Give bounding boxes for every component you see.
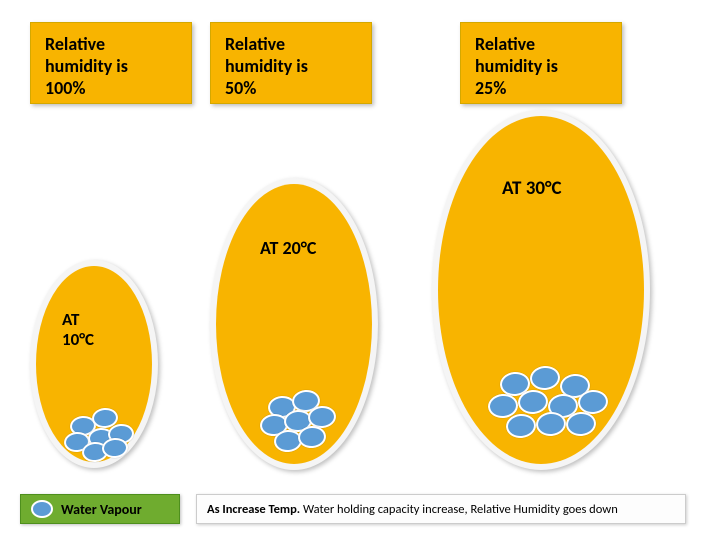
temp-label: AT10°C xyxy=(62,310,94,349)
capacity-ellipse-0: AT10°C xyxy=(30,260,158,468)
caption-box: As Increase Temp. Water holding capacity… xyxy=(196,494,686,524)
capacity-ellipse-2: AT 30°C xyxy=(432,110,650,470)
header-line: Relative xyxy=(45,33,177,55)
humidity-header-1: Relativehumidity is50% xyxy=(210,22,372,104)
header-line: humidity is xyxy=(225,55,357,77)
header-line: humidity is xyxy=(475,55,607,77)
water-vapour-dot xyxy=(101,437,129,459)
header-line: 50% xyxy=(225,77,357,99)
water-vapour-icon xyxy=(31,500,53,518)
caption-bold: As Increase Temp. xyxy=(207,502,300,517)
water-vapour-dot xyxy=(297,425,327,449)
water-vapour-dot xyxy=(505,413,537,440)
legend-box: Water Vapour xyxy=(20,494,180,524)
temp-label: AT 20°C xyxy=(260,238,316,259)
water-vapour-dot xyxy=(529,365,561,392)
header-line: Relative xyxy=(475,33,607,55)
header-line: 25% xyxy=(475,77,607,99)
water-vapour-dot xyxy=(565,411,597,438)
legend-label: Water Vapour xyxy=(61,501,142,518)
capacity-ellipse-1: AT 20°C xyxy=(210,178,378,470)
humidity-header-0: Relativehumidity is100% xyxy=(30,22,192,104)
water-vapour-dot xyxy=(535,411,567,438)
header-line: 100% xyxy=(45,77,177,99)
header-line: humidity is xyxy=(45,55,177,77)
temp-label: AT 30°C xyxy=(502,178,562,200)
header-line: Relative xyxy=(225,33,357,55)
caption-rest: Water holding capacity increase, Relativ… xyxy=(300,502,618,517)
water-vapour-dot xyxy=(517,389,549,416)
humidity-header-2: Relativehumidity is25% xyxy=(460,22,622,104)
